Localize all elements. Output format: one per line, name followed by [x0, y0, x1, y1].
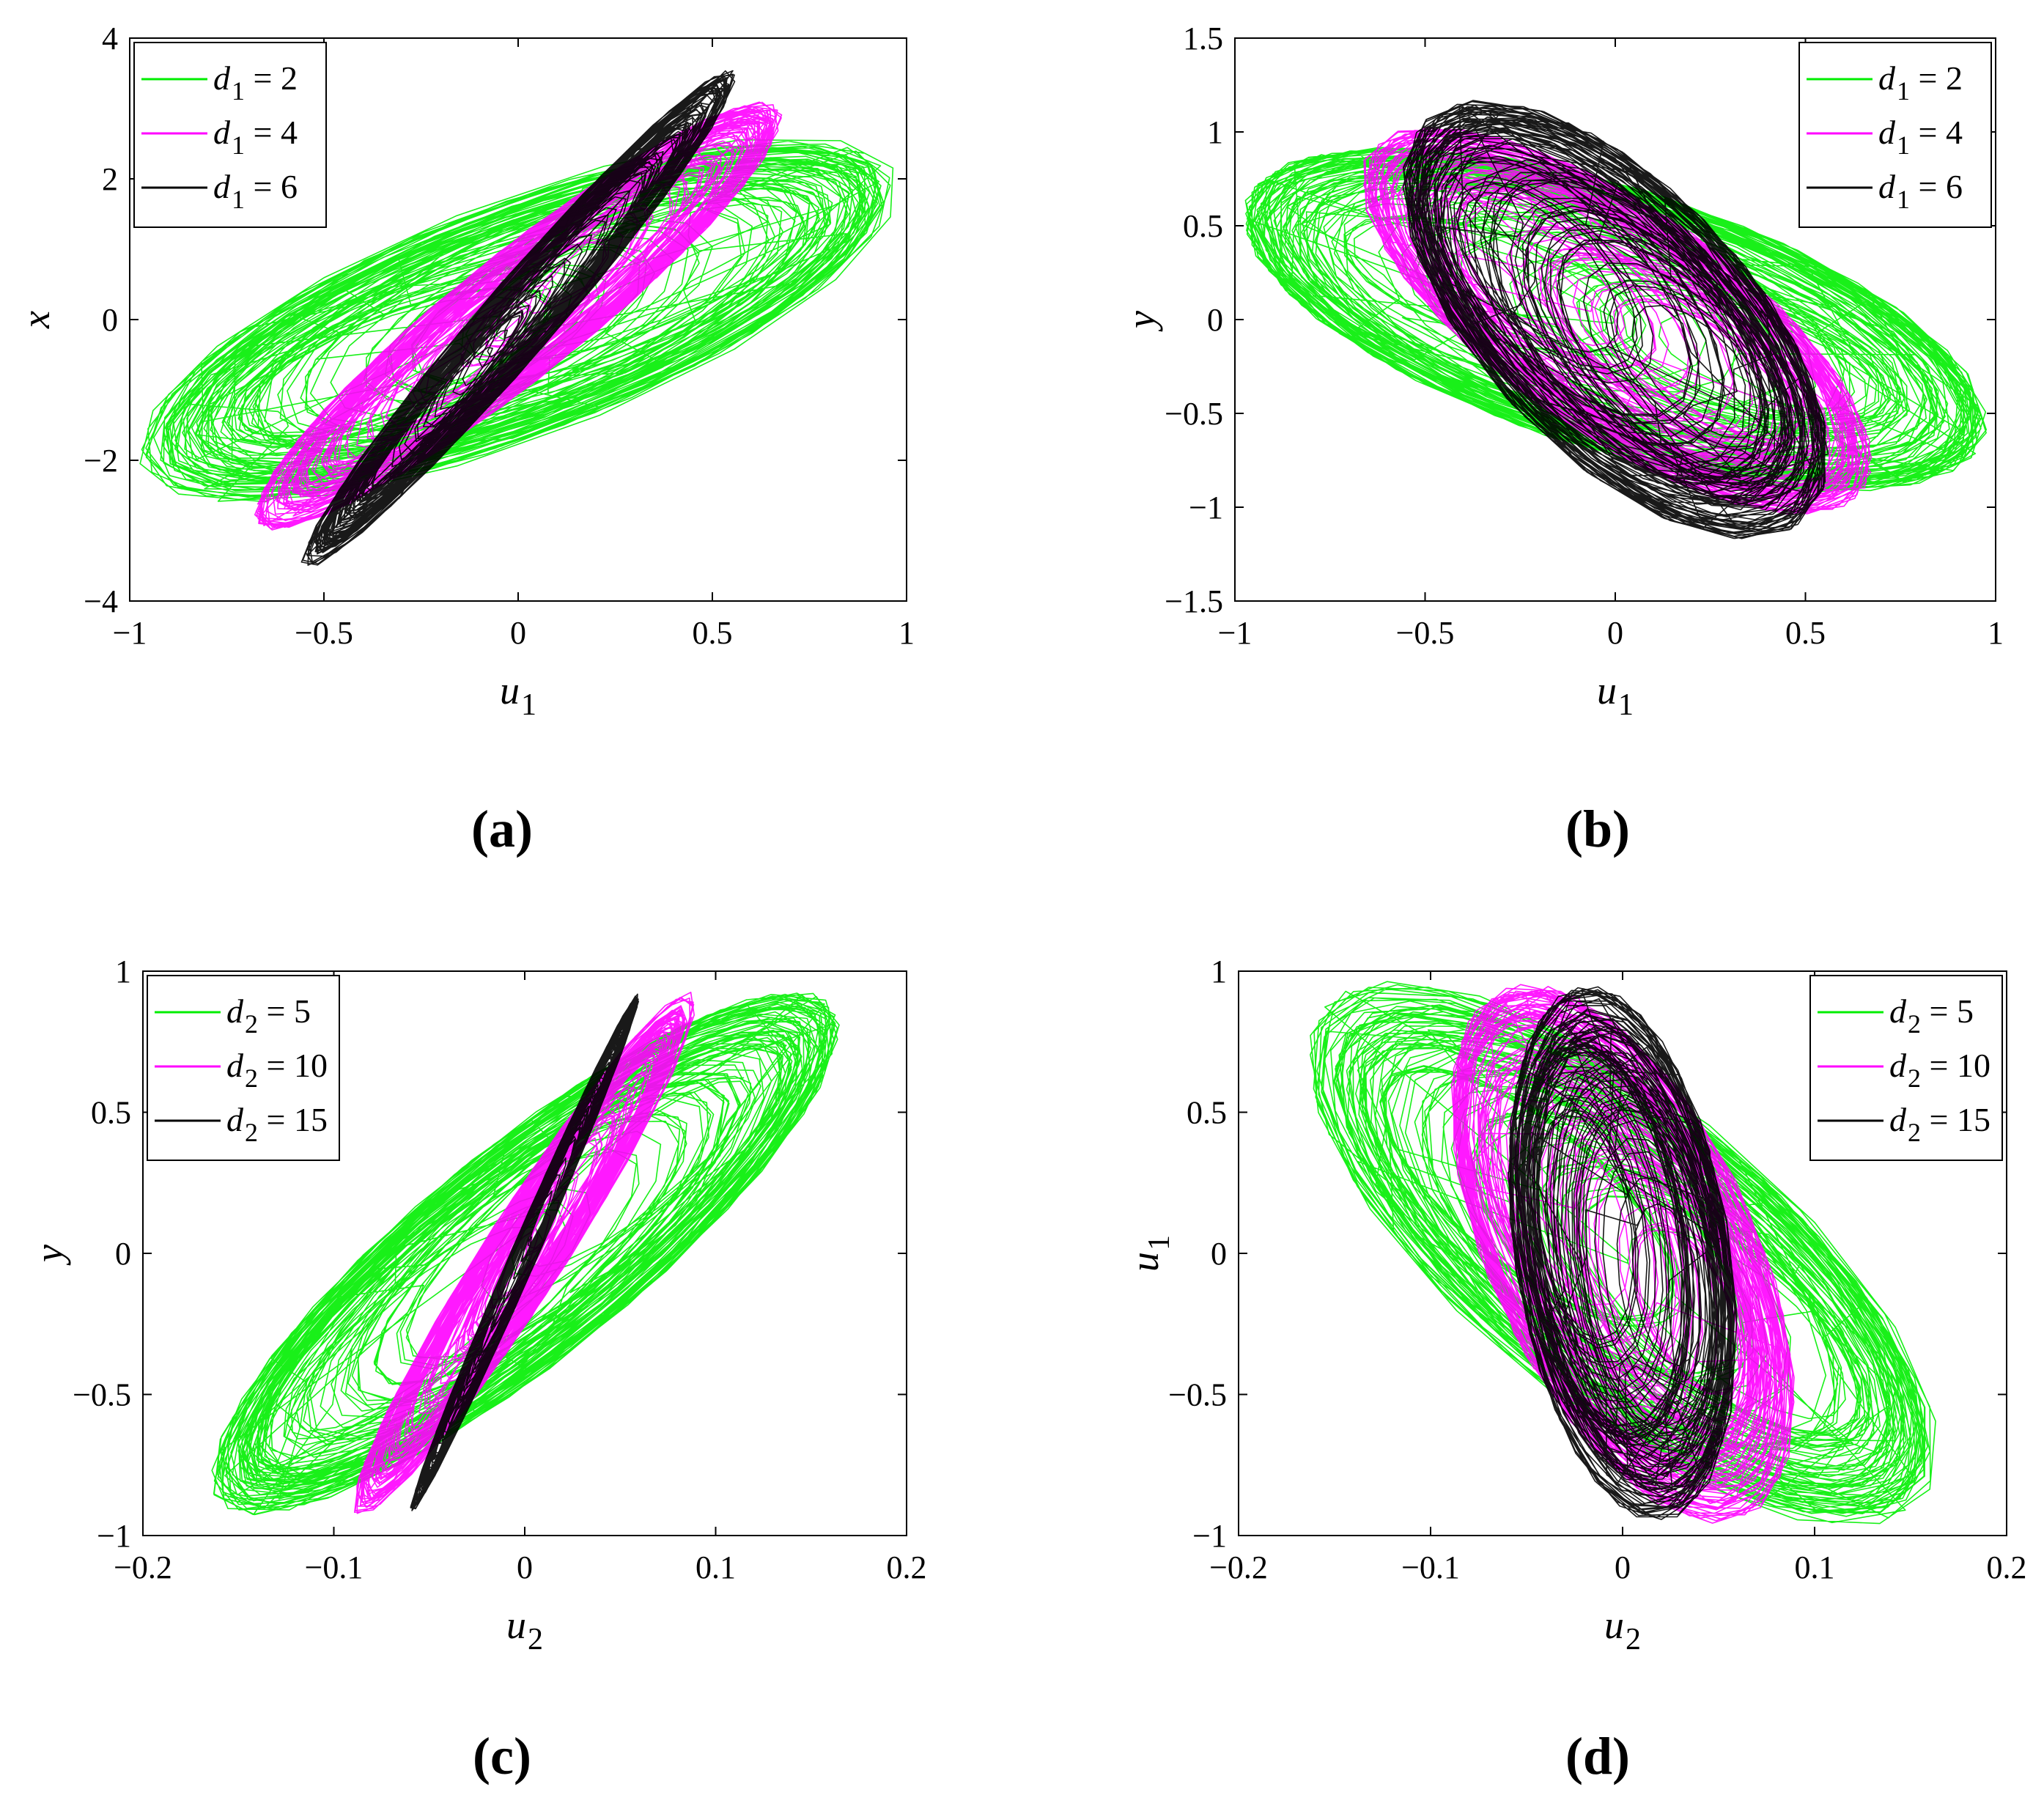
legend: d1 = 2 d1 = 4 d1 = 6 [133, 42, 327, 228]
legend-box [1798, 42, 1992, 228]
legend-box [1809, 975, 2003, 1161]
data-layer [1310, 981, 1936, 1525]
y-tick-label: −1 [1192, 1518, 1227, 1554]
series-line-3 [300, 70, 736, 566]
y-axis-label: x [14, 311, 58, 329]
x-axis-label: u2 [506, 1603, 543, 1656]
y-tick-label: 0 [1211, 1236, 1227, 1272]
series-line-3 [1402, 100, 1829, 539]
y-tick-label: −0.5 [1165, 396, 1223, 432]
x-tick-label: 1 [1988, 615, 2004, 651]
legend-label-1: d1 = 2 [1878, 59, 1963, 106]
y-tick-label: 1 [1211, 954, 1227, 989]
legend-label-2: d2 = 10 [226, 1047, 328, 1093]
legend: d2 = 5 d2 = 10 d2 = 15 [147, 975, 340, 1161]
series-line-3 [410, 993, 639, 1511]
y-tick-label: −1 [97, 1518, 131, 1554]
legend: d2 = 5 d2 = 10 d2 = 15 [1809, 975, 2003, 1161]
y-tick-label: 1 [1207, 114, 1223, 150]
x-tick-label: 0 [510, 615, 526, 651]
x-tick-label: −0.5 [1396, 615, 1455, 651]
x-tick-label: 0.1 [1795, 1549, 1835, 1585]
caption-d: (d) [1565, 1727, 1630, 1785]
y-tick-label: 0.5 [1187, 1095, 1227, 1131]
x-tick-label: −0.1 [1401, 1549, 1460, 1585]
x-tick-label: −1 [113, 615, 147, 651]
x-axis-label: u1 [500, 668, 536, 722]
legend-label-3: d2 = 15 [226, 1101, 328, 1147]
y-tick-label: 4 [102, 21, 118, 56]
x-tick-label: −1 [1218, 615, 1252, 651]
y-tick-label: 0.5 [1183, 208, 1223, 244]
x-axis-label: u2 [1604, 1603, 1641, 1656]
legend-label-3: d1 = 6 [1878, 168, 1963, 214]
series-line-2 [1450, 984, 1795, 1524]
data-layer [139, 70, 894, 566]
x-tick-label: 0.2 [1987, 1549, 2027, 1585]
legend-box [147, 975, 340, 1161]
x-tick-label: 0.1 [696, 1549, 736, 1585]
legend-label-1: d2 = 5 [226, 992, 311, 1039]
x-tick-label: −0.2 [114, 1549, 172, 1585]
y-tick-label: −1 [1189, 490, 1223, 526]
legend-label-1: d2 = 5 [1889, 992, 1974, 1039]
y-tick-label: 0 [115, 1236, 131, 1272]
y-tick-label: 0 [1207, 302, 1223, 338]
data-layer [211, 992, 840, 1516]
x-tick-label: 0 [517, 1549, 533, 1585]
x-tick-label: −0.5 [295, 615, 353, 651]
chart-panel-a: −1 −0.5 0 0.5 1 −4 −2 0 2 4 u1 x d1 = 2 d1 = 4 d1 = 6 [14, 21, 915, 722]
legend-label-2: d1 = 4 [1878, 114, 1963, 160]
x-tick-label: 0.2 [887, 1549, 927, 1585]
legend: d1 = 2 d1 = 4 d1 = 6 [1798, 42, 1992, 228]
x-axis-label: u1 [1597, 668, 1634, 722]
legend-box [133, 42, 327, 228]
legend-label-1: d1 = 2 [213, 59, 298, 106]
x-tick-label: 0.5 [693, 615, 733, 651]
y-axis-label: u1 [1123, 1235, 1176, 1272]
caption-c: (c) [473, 1727, 531, 1785]
x-tick-label: 0.5 [1785, 615, 1826, 651]
y-axis-label: y [1119, 311, 1163, 332]
data-layer [1244, 100, 1988, 539]
legend-label-3: d2 = 15 [1889, 1101, 1990, 1147]
y-tick-label: 0.5 [91, 1095, 131, 1131]
y-tick-label: 1 [115, 954, 131, 989]
y-tick-label: 1.5 [1183, 21, 1223, 56]
x-tick-label: 0 [1607, 615, 1623, 651]
y-tick-label: −1.5 [1165, 583, 1223, 619]
x-tick-label: −0.1 [305, 1549, 364, 1585]
y-tick-label: −4 [84, 583, 118, 619]
y-tick-label: −2 [84, 443, 118, 479]
x-tick-label: −0.2 [1209, 1549, 1268, 1585]
x-tick-label: 0 [1615, 1549, 1631, 1585]
legend-label-2: d1 = 4 [213, 114, 298, 160]
legend-label-3: d1 = 6 [213, 168, 298, 214]
caption-a: (a) [471, 800, 533, 858]
x-tick-label: 1 [899, 615, 915, 651]
y-tick-label: 2 [102, 161, 118, 197]
y-tick-label: −0.5 [73, 1377, 131, 1413]
y-tick-label: −0.5 [1168, 1377, 1227, 1413]
y-axis-label: y [27, 1245, 71, 1266]
y-tick-label: 0 [102, 302, 118, 338]
series-line-3 [1508, 986, 1738, 1520]
caption-b: (b) [1565, 800, 1630, 858]
legend-label-2: d2 = 10 [1889, 1047, 1990, 1093]
